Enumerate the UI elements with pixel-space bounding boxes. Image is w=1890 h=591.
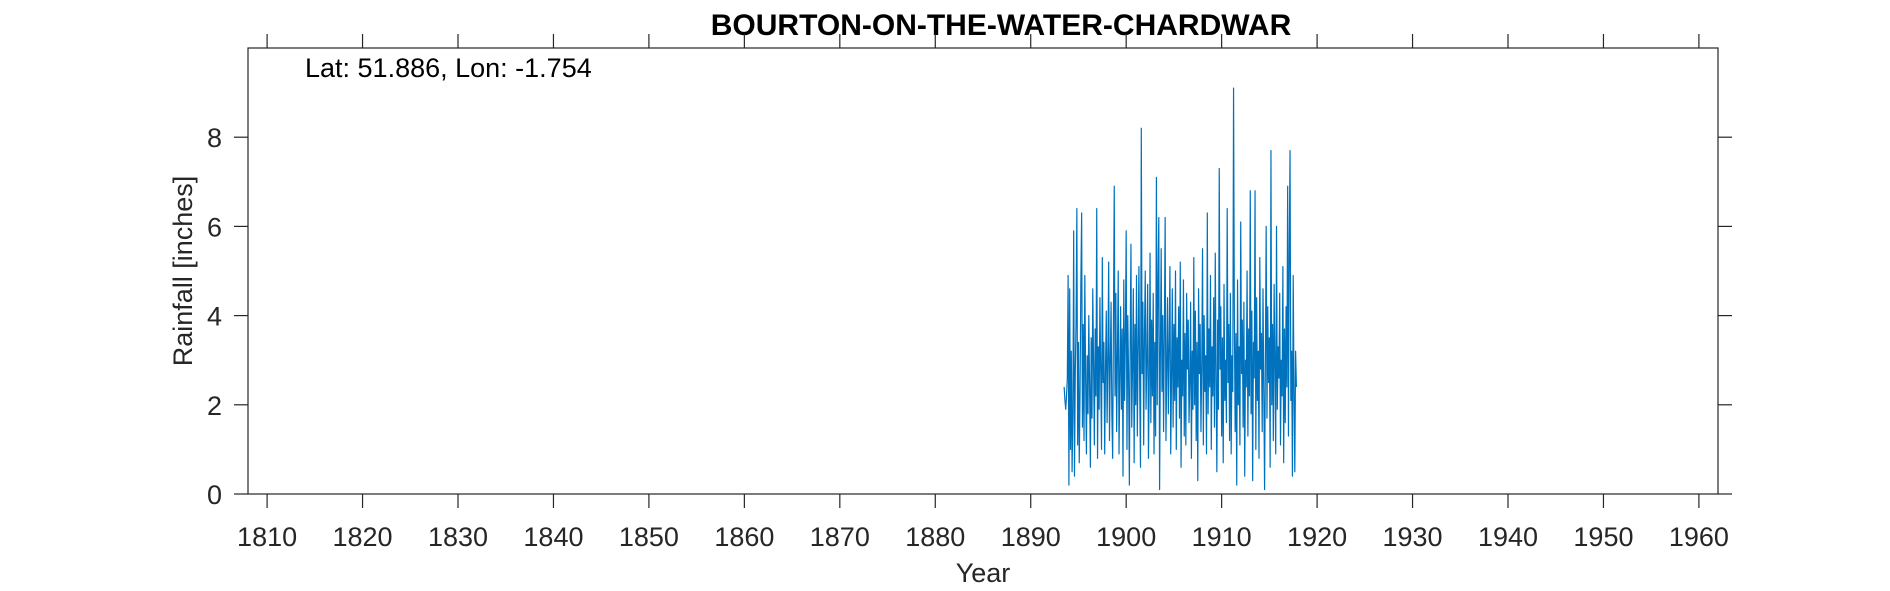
- x-tick-label: 1860: [714, 522, 774, 552]
- x-tick-label: 1870: [810, 522, 870, 552]
- x-tick-label: 1850: [619, 522, 679, 552]
- location-annotation: Lat: 51.886, Lon: -1.754: [305, 53, 592, 83]
- plot-frame: [247, 47, 1719, 495]
- y-tick-label: 4: [207, 302, 222, 332]
- y-tick-label: 0: [207, 480, 222, 510]
- x-tick-label: 1810: [237, 522, 297, 552]
- y-tick-label: 6: [207, 212, 222, 242]
- x-tick-label: 1820: [333, 522, 393, 552]
- y-tick-label: 8: [207, 123, 222, 153]
- y-tick-label: 2: [207, 391, 222, 421]
- x-tick-label: 1960: [1669, 522, 1729, 552]
- y-axis-label: Rainfall [inches]: [168, 176, 198, 367]
- x-tick-label: 1910: [1192, 522, 1252, 552]
- x-tick-label: 1890: [1001, 522, 1061, 552]
- chart-title: BOURTON-ON-THE-WATER-CHARDWAR: [711, 9, 1292, 42]
- rainfall-series-line: [1063, 87, 1297, 491]
- x-tick-label: 1930: [1383, 522, 1443, 552]
- x-tick-label: 1940: [1478, 522, 1538, 552]
- x-tick-label: 1950: [1573, 522, 1633, 552]
- x-tick-label: 1900: [1096, 522, 1156, 552]
- x-tick-label: 1880: [905, 522, 965, 552]
- x-tick-label: 1920: [1287, 522, 1347, 552]
- x-tick-label: 1830: [428, 522, 488, 552]
- x-tick-label: 1840: [523, 522, 583, 552]
- ticks-layer: 1810 1820 1830 1840 1850 1860 1870 1880 1890 1900…: [207, 34, 1732, 552]
- x-axis-label: Year: [956, 558, 1011, 588]
